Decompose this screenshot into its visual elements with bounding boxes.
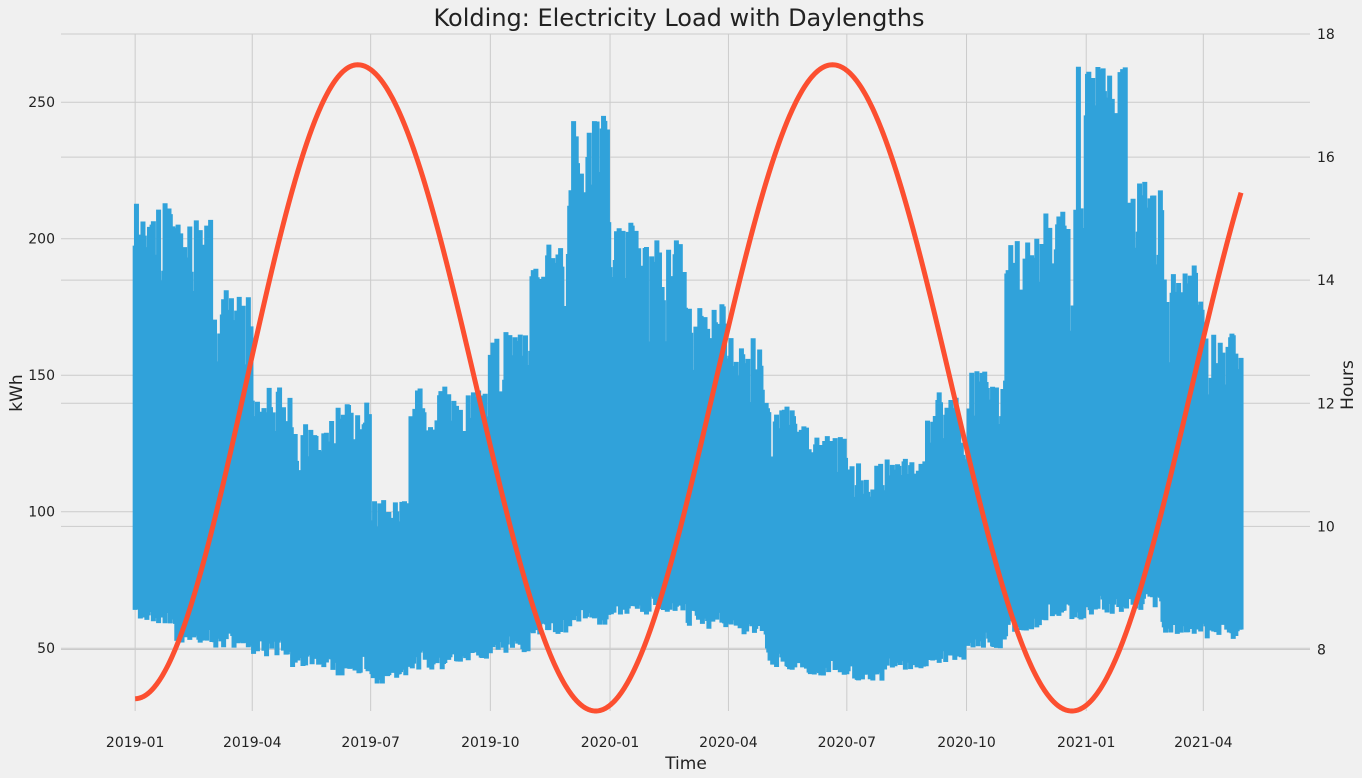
y-tick-label: 150 bbox=[28, 368, 55, 384]
load-series-line bbox=[132, 66, 1244, 684]
y2-tick-label: 14 bbox=[1317, 273, 1335, 289]
daylength-series-line bbox=[133, 62, 1244, 714]
x-tick-label: 2019-10 bbox=[461, 735, 520, 751]
y2-tick-labels: 8 10 12 14 16 18 bbox=[1317, 27, 1335, 658]
x-tick-label: 2020-10 bbox=[937, 735, 996, 751]
x-tick-label: 2021-01 bbox=[1057, 735, 1116, 751]
y-tick-label: 200 bbox=[28, 232, 55, 248]
y2-tick-label: 10 bbox=[1317, 519, 1335, 535]
y-axis-label: kWh bbox=[7, 374, 27, 411]
x-axis-label: Time bbox=[664, 754, 707, 774]
y2-tick-label: 16 bbox=[1317, 150, 1335, 166]
y-tick-labels: 50 100 150 200 250 bbox=[28, 95, 55, 657]
x-tick-labels: 2019-01 2019-04 2019-07 2019-10 2020-01 2020-… bbox=[106, 735, 1233, 751]
chart-title: Kolding: Electricity Load with Daylength… bbox=[434, 4, 925, 32]
x-tick-label: 2019-01 bbox=[106, 735, 165, 751]
y-tick-label: 50 bbox=[37, 641, 55, 657]
y2-tick-label: 8 bbox=[1317, 642, 1326, 658]
x-tick-label: 2020-04 bbox=[699, 735, 758, 751]
x-tick-label: 2019-04 bbox=[223, 735, 282, 751]
y2-tick-label: 18 bbox=[1317, 27, 1335, 43]
y-tick-label: 100 bbox=[28, 505, 55, 521]
load-series bbox=[132, 66, 1244, 684]
x-tick-label: 2021-04 bbox=[1174, 735, 1233, 751]
y2-axis-label: Hours bbox=[1338, 360, 1358, 410]
x-tick-label: 2020-01 bbox=[581, 735, 640, 751]
x-tick-label: 2019-07 bbox=[341, 735, 400, 751]
y2-tick-label: 12 bbox=[1317, 396, 1335, 412]
x-tick-label: 2020-07 bbox=[818, 735, 877, 751]
y-tick-label: 250 bbox=[28, 95, 55, 111]
